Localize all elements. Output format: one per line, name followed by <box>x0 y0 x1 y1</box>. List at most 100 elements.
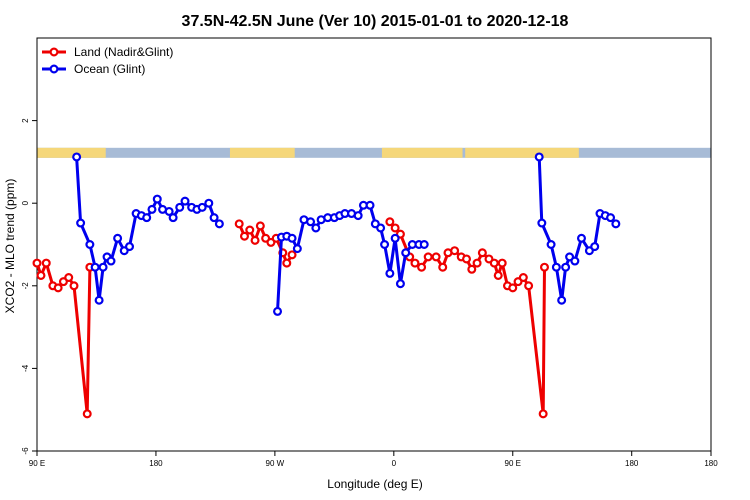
data-point <box>508 283 518 293</box>
data-point <box>255 221 265 231</box>
data-point <box>180 196 190 206</box>
data-point <box>72 152 82 162</box>
data-point <box>524 281 534 291</box>
data-point <box>493 270 503 280</box>
data-point <box>395 279 405 289</box>
legend: Land (Nadir&Glint) Ocean (Glint) <box>42 45 173 76</box>
y-axis-label: XCO2 - MLO trend (ppm) <box>3 179 17 314</box>
data-point <box>419 240 429 250</box>
data-point <box>423 252 433 262</box>
data-point <box>385 217 395 227</box>
data-point <box>204 198 214 208</box>
data-point <box>450 246 460 256</box>
data-point <box>175 202 185 212</box>
data-point <box>462 254 472 264</box>
legend-swatch-marker <box>49 47 59 57</box>
x-tick-label: 0 <box>392 459 397 468</box>
land-strip-segment <box>229 147 295 158</box>
data-point <box>353 211 363 221</box>
data-point <box>164 206 174 216</box>
data-point <box>142 213 152 223</box>
data-point <box>472 258 482 268</box>
data-point <box>292 244 302 254</box>
data-point <box>376 223 386 233</box>
data-point <box>611 219 621 229</box>
data-point <box>106 256 116 266</box>
series-lines <box>32 152 621 419</box>
data-point <box>113 233 123 243</box>
data-point <box>534 152 544 162</box>
legend-label: Ocean (Glint) <box>74 62 145 76</box>
data-point <box>76 218 86 228</box>
ocean-strip <box>37 147 711 158</box>
data-point <box>245 225 255 235</box>
data-point <box>410 258 420 268</box>
land-strip-segment <box>465 147 579 158</box>
data-point <box>287 250 297 260</box>
data-point <box>147 204 157 214</box>
data-point <box>82 409 92 419</box>
data-point <box>417 262 427 272</box>
series-line <box>537 156 617 302</box>
series-ocean <box>72 152 621 316</box>
legend-swatch-marker <box>49 64 59 74</box>
data-point <box>546 240 556 250</box>
data-point <box>537 218 547 228</box>
x-tick-label: 180 <box>149 459 163 468</box>
data-point <box>94 295 104 305</box>
data-point <box>85 240 95 250</box>
chart-title: 37.5N-42.5N June (Ver 10) 2015-01-01 to … <box>182 13 569 30</box>
data-point <box>214 219 224 229</box>
plot-frame <box>36 37 712 452</box>
data-point <box>53 283 63 293</box>
series-line <box>276 203 425 312</box>
data-point <box>209 213 219 223</box>
data-point <box>551 262 561 272</box>
data-point <box>90 262 100 272</box>
data-point <box>431 252 441 262</box>
y-tick-label: -4 <box>21 364 30 372</box>
data-point <box>41 258 51 268</box>
data-point <box>273 306 283 316</box>
x-tick-label: 90 E <box>29 459 45 468</box>
data-point <box>390 223 400 233</box>
x-tick-label: 180 <box>704 459 718 468</box>
data-point <box>311 223 321 233</box>
data-point <box>197 202 207 212</box>
data-point <box>69 281 79 291</box>
data-point <box>518 273 528 283</box>
data-point <box>64 273 74 283</box>
data-point <box>477 248 487 258</box>
y-tick-label: 2 <box>21 118 30 123</box>
data-point <box>401 248 411 258</box>
data-point <box>250 235 260 245</box>
data-point <box>557 295 567 305</box>
legend-label: Land (Nadir&Glint) <box>74 45 173 59</box>
data-point <box>570 256 580 266</box>
series-line <box>388 220 546 416</box>
data-point <box>467 264 477 274</box>
data-point <box>538 409 548 419</box>
data-point <box>287 233 297 243</box>
data-point <box>152 194 162 204</box>
axes: 90 E 180 90 W 0 90 E 180 180 -6 -4 -2 0 2 <box>21 37 718 468</box>
y-tick-label: 0 <box>21 200 30 205</box>
data-point <box>306 217 316 227</box>
x-axis-label: Longitude (deg E) <box>327 477 422 491</box>
series-line <box>75 156 221 302</box>
series-land <box>32 217 549 419</box>
data-point <box>239 231 249 241</box>
y-tick-label: -2 <box>21 282 30 290</box>
data-point <box>390 233 400 243</box>
data-point <box>576 233 586 243</box>
land-ocean-bar <box>37 147 711 158</box>
x-tick-label: 180 <box>625 459 639 468</box>
data-point <box>98 262 108 272</box>
data-point <box>365 200 375 210</box>
data-point <box>234 219 244 229</box>
data-point <box>385 268 395 278</box>
data-point <box>497 258 507 268</box>
x-tick-label: 90 E <box>505 459 521 468</box>
data-point <box>282 258 292 268</box>
